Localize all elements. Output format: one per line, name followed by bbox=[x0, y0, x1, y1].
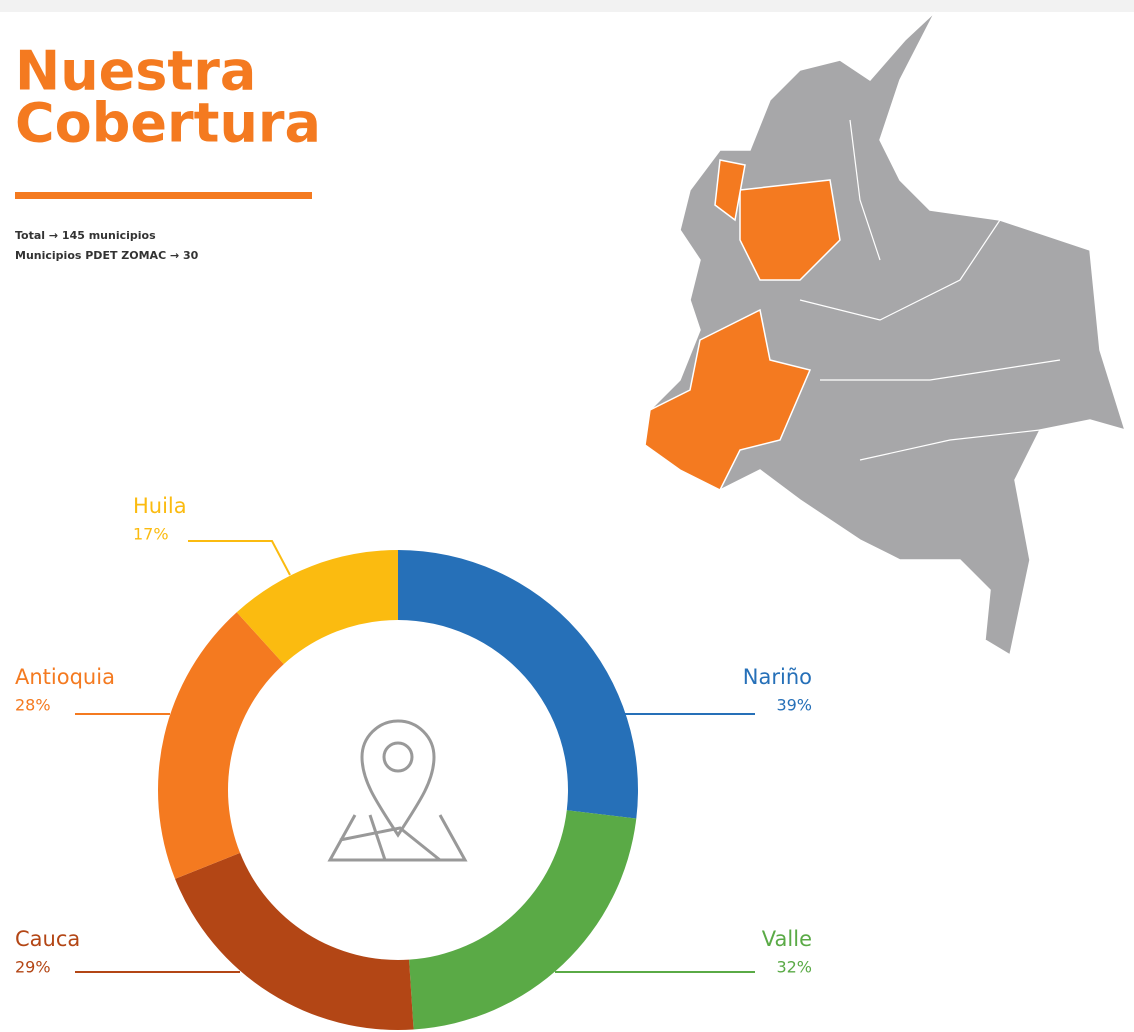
donut-segment bbox=[409, 810, 637, 1030]
category-label: Nariño bbox=[743, 665, 812, 689]
donut-segment bbox=[158, 612, 284, 879]
donut-segment bbox=[236, 550, 398, 665]
category-label: Huila bbox=[133, 494, 187, 518]
category-label: Antioquia bbox=[15, 665, 115, 689]
center-icon bbox=[327, 719, 468, 862]
value-label: 39% bbox=[776, 696, 812, 715]
stat: Total → 145 municipios bbox=[15, 229, 156, 242]
value-label: 28% bbox=[15, 696, 51, 715]
value-label: 17% bbox=[133, 525, 169, 544]
value-label: 29% bbox=[15, 958, 51, 977]
map bbox=[644, 11, 1127, 657]
title-line: Cobertura bbox=[15, 92, 321, 155]
value-label: 32% bbox=[776, 958, 812, 977]
title-line: Nuestra bbox=[15, 40, 256, 103]
leader-line bbox=[188, 540, 291, 576]
top-strip bbox=[0, 0, 1134, 12]
stat: Municipios PDET ZOMAC → 30 bbox=[15, 249, 199, 262]
category-label: Cauca bbox=[15, 927, 80, 951]
category-label: Valle bbox=[762, 927, 812, 951]
title-rule bbox=[15, 192, 312, 199]
donut-segment bbox=[175, 852, 414, 1030]
donut-segment bbox=[398, 550, 639, 819]
